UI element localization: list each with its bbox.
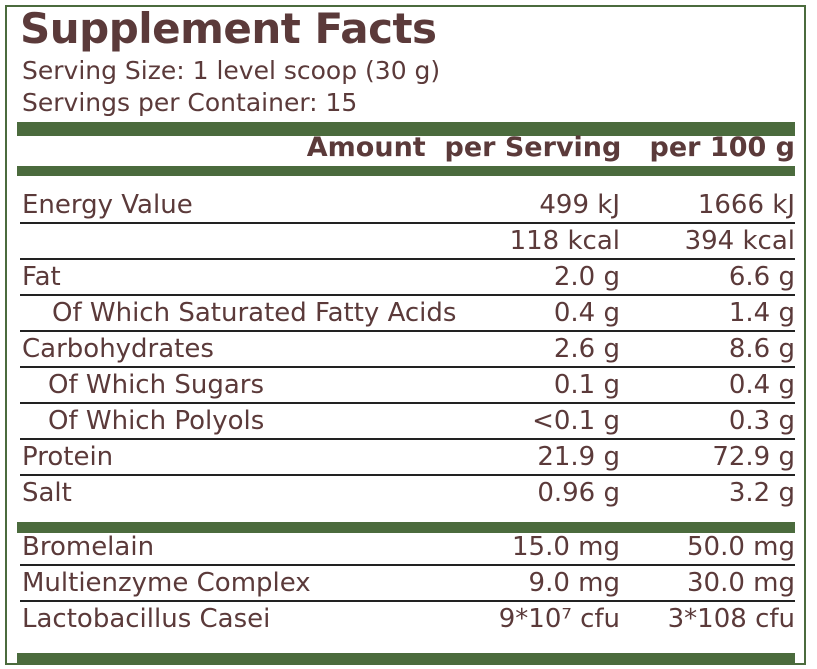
nutrient-row: Of Which Saturated Fatty Acids 0.4 g 1.4 g — [20, 294, 795, 332]
per-100g-value: 0.3 g — [728, 406, 795, 436]
nutrient-label: Of Which Sugars — [48, 370, 264, 400]
nutrient-label: Energy Value — [22, 190, 193, 220]
nutrient-label: Bromelain — [22, 532, 155, 562]
per-serving-value: 0.4 g — [553, 298, 620, 328]
per-serving-value: 118 kcal — [509, 226, 620, 256]
nutrient-label: Salt — [22, 478, 72, 508]
nutrient-row: Of Which Sugars 0.1 g 0.4 g — [20, 366, 795, 404]
per-100g-value: 50.0 mg — [687, 532, 795, 562]
per-100g-value: 3.2 g — [728, 478, 795, 508]
header-amount: Amount per Serving — [306, 132, 622, 163]
per-serving-value: 0.96 g — [537, 478, 620, 508]
per-serving-value: 15.0 mg — [512, 532, 620, 562]
divider-bar — [17, 122, 795, 136]
nutrient-row: Protein 21.9 g 72.9 g — [20, 438, 795, 476]
nutrient-row: Multienzyme Complex 9.0 mg 30.0 mg — [20, 564, 795, 602]
nutrient-label: Of Which Polyols — [48, 406, 265, 436]
divider-bar — [17, 653, 795, 663]
per-serving-value: 2.0 g — [553, 262, 620, 292]
nutrient-row: Bromelain 15.0 mg 50.0 mg — [20, 528, 795, 566]
per-100g-value: 0.4 g — [728, 370, 795, 400]
per-serving-value: 21.9 g — [537, 442, 620, 472]
nutrient-row: Lactobacillus Casei 9*10⁷ cfu 3*108 cfu — [20, 600, 795, 636]
nutrient-label: Carbohydrates — [22, 334, 214, 364]
per-serving-value: 0.1 g — [553, 370, 620, 400]
per-serving-value: 9.0 mg — [528, 568, 620, 598]
header-per-100g: per 100 g — [649, 132, 795, 163]
per-100g-value: 6.6 g — [728, 262, 795, 292]
per-100g-value: 30.0 mg — [687, 568, 795, 598]
nutrient-row: Salt 0.96 g 3.2 g — [20, 474, 795, 510]
nutrient-row: Energy Value 499 kJ 1666 kJ — [20, 186, 795, 224]
per-serving-value: 9*10⁷ cfu — [498, 604, 620, 634]
label-frame — [5, 5, 806, 665]
per-serving-value: 499 kJ — [539, 190, 620, 220]
nutrient-row: 118 kcal 394 kcal — [20, 222, 795, 260]
per-100g-value: 8.6 g — [728, 334, 795, 364]
serving-size: Serving Size: 1 level scoop (30 g) — [22, 56, 441, 85]
nutrient-row: Carbohydrates 2.6 g 8.6 g — [20, 330, 795, 368]
per-100g-value: 72.9 g — [712, 442, 795, 472]
per-serving-value: <0.1 g — [532, 406, 620, 436]
divider-bar — [17, 522, 795, 533]
nutrient-row: Fat 2.0 g 6.6 g — [20, 258, 795, 296]
per-100g-value: 394 kcal — [684, 226, 795, 256]
per-100g-value: 1666 kJ — [697, 190, 795, 220]
nutrient-label: Fat — [22, 262, 61, 292]
divider-bar — [17, 166, 795, 176]
servings-per-container: Servings per Container: 15 — [22, 88, 358, 117]
nutrient-label: Protein — [22, 442, 114, 472]
nutrient-label: Lactobacillus Casei — [22, 604, 271, 634]
nutrient-row: Of Which Polyols <0.1 g 0.3 g — [20, 402, 795, 440]
label-title: Supplement Facts — [20, 4, 437, 53]
nutrient-label: Multienzyme Complex — [22, 568, 311, 598]
per-100g-value: 3*108 cfu — [667, 604, 795, 634]
per-100g-value: 1.4 g — [728, 298, 795, 328]
per-serving-value: 2.6 g — [553, 334, 620, 364]
nutrient-label: Of Which Saturated Fatty Acids — [52, 298, 457, 328]
column-header: Amount per Serving per 100 g — [307, 132, 795, 163]
